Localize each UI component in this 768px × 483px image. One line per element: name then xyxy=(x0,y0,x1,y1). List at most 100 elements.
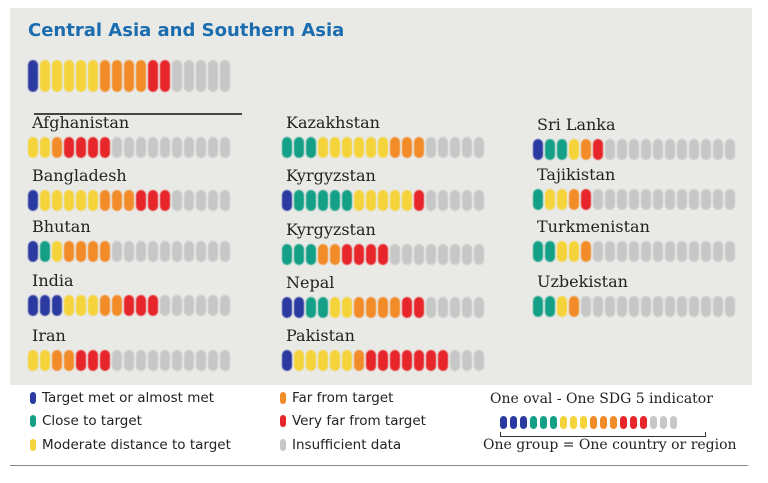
oval-far xyxy=(88,241,98,262)
oval-far xyxy=(124,190,134,211)
oval-far xyxy=(100,60,110,92)
oval-close xyxy=(282,244,292,265)
oval-moderate xyxy=(545,189,555,210)
oval-moderate xyxy=(294,350,304,371)
oval-far xyxy=(136,60,146,92)
legend-item-met: Target met or almost met xyxy=(30,390,214,406)
oval-very-far xyxy=(160,190,170,211)
oval-insufficient xyxy=(462,297,472,318)
region-oval-group xyxy=(28,60,230,92)
oval-insufficient xyxy=(474,350,484,371)
oval-insufficient xyxy=(208,137,218,158)
oval-insufficient xyxy=(136,137,146,158)
oval-far xyxy=(569,296,579,317)
oval-far xyxy=(318,244,328,265)
oval-insufficient xyxy=(172,295,182,316)
oval-far xyxy=(64,241,74,262)
oval-far xyxy=(590,416,597,429)
oval-very-far xyxy=(438,350,448,371)
oval-far xyxy=(76,241,86,262)
oval-moderate xyxy=(557,241,567,262)
oval-insufficient xyxy=(148,137,158,158)
country-oval-group xyxy=(533,296,735,317)
oval-insufficient xyxy=(641,189,651,210)
oval-far xyxy=(112,60,122,92)
legend-swatch xyxy=(30,392,36,404)
country-oval-group xyxy=(28,190,230,211)
oval-insufficient xyxy=(184,190,194,211)
country-oval-group xyxy=(282,350,484,371)
oval-met xyxy=(28,190,38,211)
country-name: Bangladesh xyxy=(32,166,127,185)
oval-insufficient xyxy=(689,241,699,262)
oval-insufficient xyxy=(136,350,146,371)
oval-met xyxy=(500,416,507,429)
oval-insufficient xyxy=(208,60,218,92)
country-name: Uzbekistan xyxy=(537,272,628,291)
oval-insufficient xyxy=(641,296,651,317)
oval-insufficient xyxy=(196,190,206,211)
oval-insufficient xyxy=(617,189,627,210)
oval-insufficient xyxy=(617,241,627,262)
oval-close xyxy=(545,296,555,317)
oval-far xyxy=(610,416,617,429)
oval-insufficient xyxy=(629,189,639,210)
oval-moderate xyxy=(570,416,577,429)
oval-far xyxy=(366,297,376,318)
oval-very-far xyxy=(148,60,158,92)
oval-moderate xyxy=(330,137,340,158)
oval-close xyxy=(557,139,567,160)
oval-insufficient xyxy=(172,190,182,211)
oval-moderate xyxy=(330,350,340,371)
oval-insufficient xyxy=(184,350,194,371)
oval-insufficient xyxy=(474,244,484,265)
oval-moderate xyxy=(52,190,62,211)
oval-insufficient xyxy=(617,296,627,317)
oval-moderate xyxy=(318,137,328,158)
oval-far xyxy=(581,139,591,160)
oval-moderate xyxy=(366,190,376,211)
oval-insufficient xyxy=(390,244,400,265)
country-name: Pakistan xyxy=(286,326,355,345)
oval-insufficient xyxy=(462,137,472,158)
oval-insufficient xyxy=(172,241,182,262)
oval-very-far xyxy=(620,416,627,429)
country-oval-group xyxy=(282,297,484,318)
oval-moderate xyxy=(557,296,567,317)
oval-insufficient xyxy=(677,139,687,160)
oval-insufficient xyxy=(438,297,448,318)
oval-insufficient xyxy=(112,137,122,158)
oval-insufficient xyxy=(450,137,460,158)
oval-insufficient xyxy=(701,241,711,262)
key-ovals xyxy=(500,416,677,429)
oval-close xyxy=(342,190,352,211)
oval-moderate xyxy=(569,139,579,160)
oval-insufficient xyxy=(605,139,615,160)
oval-moderate xyxy=(88,190,98,211)
legend-swatch xyxy=(280,439,286,451)
oval-very-far xyxy=(630,416,637,429)
key-caption: One group = One country or region xyxy=(483,437,737,453)
country-name: Iran xyxy=(32,326,66,345)
oval-close xyxy=(533,296,543,317)
oval-very-far xyxy=(160,60,170,92)
oval-very-far xyxy=(366,244,376,265)
oval-insufficient xyxy=(124,350,134,371)
oval-very-far xyxy=(354,244,364,265)
oval-moderate xyxy=(390,190,400,211)
oval-insufficient xyxy=(665,189,675,210)
oval-insufficient xyxy=(112,241,122,262)
oval-close xyxy=(545,139,555,160)
oval-insufficient xyxy=(474,297,484,318)
oval-moderate xyxy=(330,297,340,318)
oval-insufficient xyxy=(653,189,663,210)
oval-insufficient xyxy=(677,241,687,262)
oval-very-far xyxy=(64,137,74,158)
oval-close xyxy=(294,137,304,158)
oval-very-far xyxy=(136,295,146,316)
oval-far xyxy=(569,189,579,210)
country-name: Kazakhstan xyxy=(286,113,380,132)
country-name: Kyrgyzstan xyxy=(286,220,376,239)
oval-moderate xyxy=(40,60,50,92)
country-oval-group xyxy=(28,295,230,316)
